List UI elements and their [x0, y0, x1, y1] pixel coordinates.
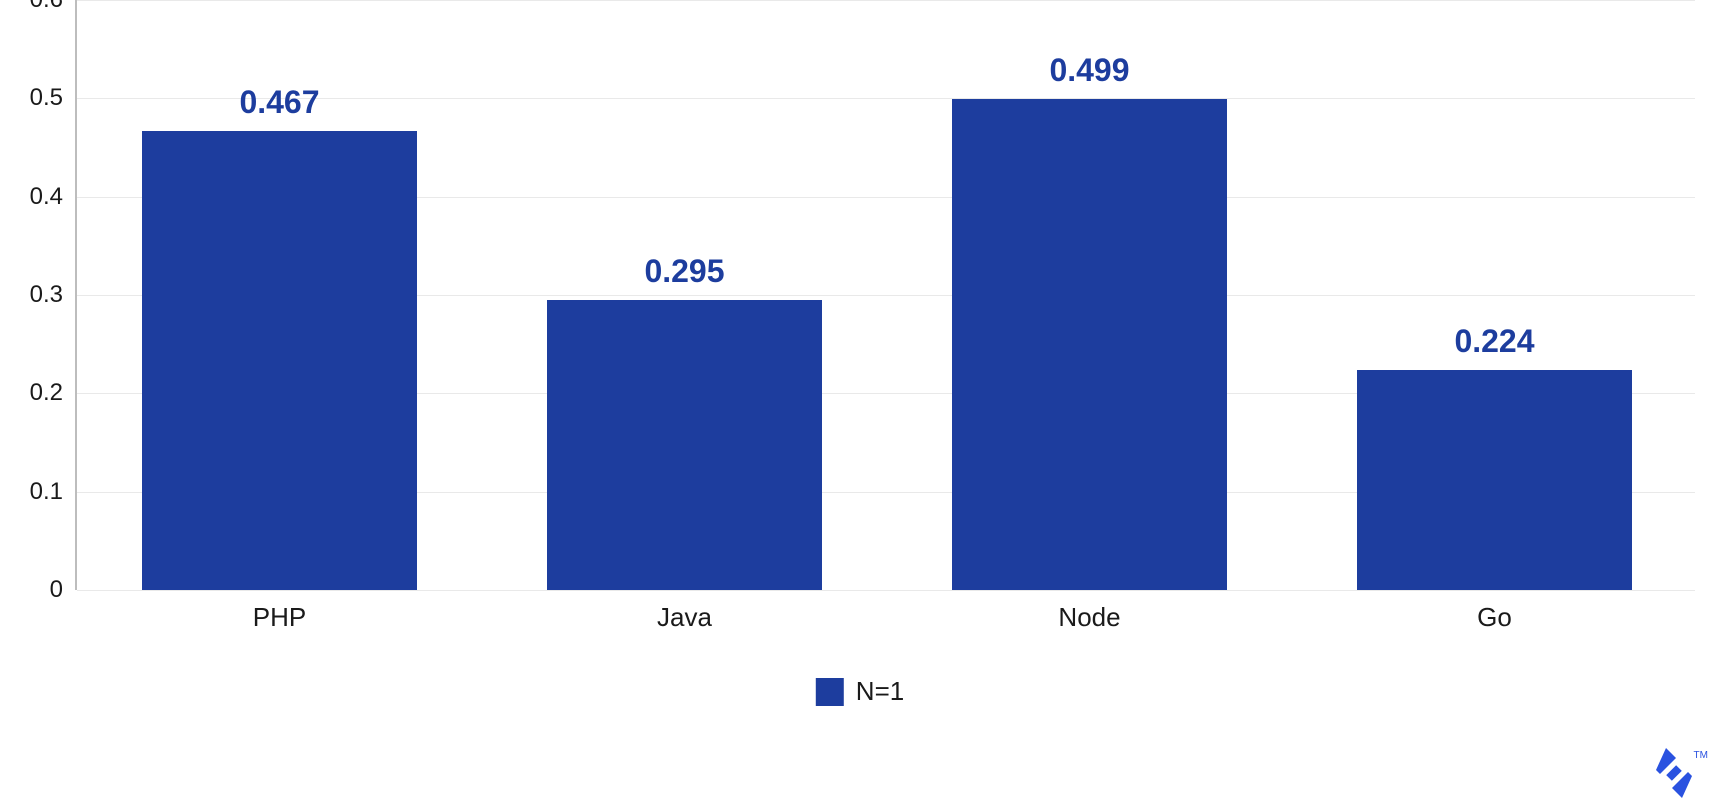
bar: 0.467 [142, 131, 417, 590]
toptal-logo-icon [1656, 748, 1692, 798]
legend: N=1 [816, 676, 904, 707]
gridline [77, 98, 1695, 99]
y-tick-label: 0.6 [30, 0, 77, 14]
x-tick-label: Node [1058, 590, 1120, 633]
x-tick-label: PHP [253, 590, 306, 633]
gridline [77, 590, 1695, 591]
bar: 0.224 [1357, 370, 1632, 590]
bar-chart: 00.10.20.30.40.50.60.467PHP0.295Java0.49… [0, 0, 1720, 806]
y-tick-label: 0.5 [30, 84, 77, 112]
x-tick-label: Go [1477, 590, 1512, 633]
bar-value-label: 0.467 [239, 84, 319, 131]
legend-swatch [816, 678, 844, 706]
x-tick-label: Java [657, 590, 712, 633]
gridline [77, 0, 1695, 1]
y-tick-label: 0.2 [30, 379, 77, 407]
y-tick-label: 0.3 [30, 281, 77, 309]
y-tick-label: 0 [50, 576, 77, 604]
bar: 0.295 [547, 300, 822, 590]
plot-area: 00.10.20.30.40.50.60.467PHP0.295Java0.49… [75, 0, 1695, 590]
bar-value-label: 0.499 [1049, 52, 1129, 99]
bar-value-label: 0.224 [1454, 323, 1534, 370]
bar-value-label: 0.295 [644, 253, 724, 300]
toptal-logo: TM [1656, 748, 1708, 798]
y-tick-label: 0.4 [30, 183, 77, 211]
y-tick-label: 0.1 [30, 478, 77, 506]
bar: 0.499 [952, 99, 1227, 590]
legend-label: N=1 [856, 676, 904, 707]
logo-tm: TM [1694, 750, 1708, 761]
